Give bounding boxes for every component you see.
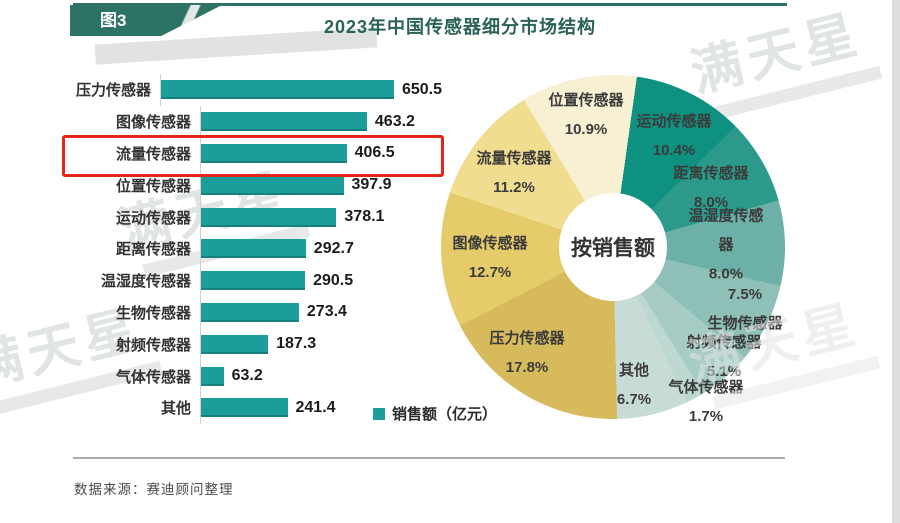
bar [160,80,394,100]
bar-value: 292.7 [313,239,354,257]
bar-value: 290.5 [313,271,354,289]
bar [201,175,344,195]
bar [201,112,367,132]
pie-slice-label: 其他 6.7% [616,362,652,408]
legend: 销售额（亿元） [373,403,497,424]
bar-track: 463.2 [200,105,442,138]
bar [201,366,224,386]
top-rule [73,3,787,6]
bar-category-label: 射频传感器 [115,336,191,354]
bar-row: 气体传感器 63.2 [70,360,442,392]
bar-category-label: 图像传感器 [115,114,191,132]
bar-category-label: 距离传感器 [115,241,191,259]
bar-chart: 压力传感器 650.5 图像传感器 463.2 流量传感器 406.5 位置传感… [70,74,442,424]
bar-value: 241.4 [295,398,336,416]
bar [201,143,347,163]
bar [201,398,288,418]
donut-hole: 按销售额 [559,193,667,301]
bar-row: 位置传感器 397.9 [70,169,442,202]
source-text: 数据来源：赛迪顾问整理 [74,482,234,497]
bar-row: 生物传感器 273.4 [70,296,442,329]
bar-row: 压力传感器 650.5 [70,74,442,106]
pie-slice-label: 图像传感器 12.7% [452,235,528,281]
bar-track: 273.4 [200,296,442,329]
bar-track: 290.5 [200,264,442,297]
bar-row: 图像传感器 463.2 [70,105,442,138]
bar-value: 397.9 [351,176,392,194]
page-title: 2023年中国传感器细分市场结构 [323,17,597,37]
pie-slice-label: 气体传感器 1.7% [668,379,744,425]
bar-track: 650.5 [159,74,442,106]
bar-track: 292.7 [200,232,442,265]
bar-row-highlighted: 流量传感器 406.5 [70,137,442,170]
bar [201,239,306,259]
pie-slice-label: 运动传感器 10.4% [636,113,712,159]
bar-category-label: 压力传感器 [75,82,151,100]
pie-slice-label: 7.5% 生物传感器 [707,286,783,332]
pie-slice-label: 流量传感器 11.2% [476,150,552,196]
bar-value: 378.1 [344,208,385,226]
bar-category-label: 气体传感器 [115,368,191,386]
watermark-subline [714,65,883,120]
bar-track: 378.1 [200,201,442,233]
legend-swatch [373,407,385,420]
bar-row: 温湿度传感器 290.5 [70,264,442,297]
bar-track: 187.3 [200,328,442,361]
bar-category-label: 位置传感器 [115,177,191,195]
bar-category-label: 温湿度传感器 [100,273,191,291]
bar-value: 63.2 [231,367,263,385]
bar-track: 241.4 [200,391,442,424]
pie-slice-label: 压力传感器 17.8% [489,330,565,376]
bar-category-label: 其他 [160,400,191,418]
bar-row: 其他 241.4 [70,391,442,424]
bar-row: 射频传感器 187.3 [70,328,442,361]
bar-value: 650.5 [401,80,442,98]
donut-center-label: 按销售额 [571,237,655,260]
bar-category-label: 生物传感器 [115,304,191,322]
highlight-box [62,135,444,177]
bar-track: 397.9 [200,169,442,202]
bar [201,334,269,354]
right-edge-strip [892,0,900,523]
figure-badge: 图3 [70,5,222,36]
bar-row: 距离传感器 292.7 [70,232,442,265]
bar-row: 运动传感器 378.1 [70,201,442,233]
bar-category-label: 运动传感器 [115,209,191,227]
footer-rule [73,457,785,459]
bar-value: 406.5 [354,144,395,162]
bar-value: 463.2 [374,112,415,130]
watermark: 满天星 [682,0,883,123]
bar-value: 273.4 [306,303,347,321]
legend-label: 销售额（亿元） [392,406,498,423]
bar [201,207,337,227]
bar-track: 406.5 [200,137,442,170]
bar-track: 63.2 [200,360,442,392]
bar-category-label: 流量传感器 [115,145,191,163]
bar-value: 187.3 [276,335,317,353]
bar [201,302,299,322]
pie-slice-label: 距离传感器 8.0% [673,165,749,211]
bar [201,271,306,291]
pie-slice-label: 位置传感器 10.9% [548,92,624,138]
pie-slice-label: 温湿度传感器 8.0% [688,207,764,283]
